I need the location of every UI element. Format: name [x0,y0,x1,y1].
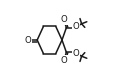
Text: O: O [72,49,79,58]
Text: O: O [25,36,32,44]
Text: O: O [61,56,68,65]
Text: O: O [61,15,68,24]
Text: O: O [72,22,79,31]
